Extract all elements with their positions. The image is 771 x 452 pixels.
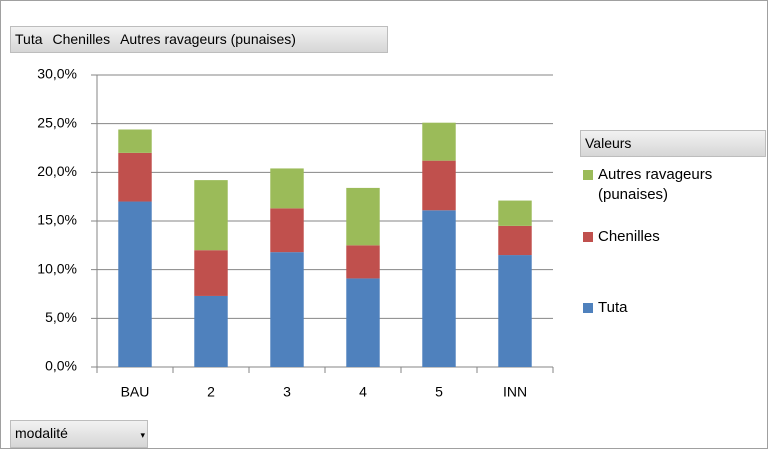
series-field[interactable]: Chenilles <box>52 31 111 47</box>
dropdown-arrow[interactable]: ▾ <box>140 430 145 440</box>
x-tick-label: 4 <box>359 384 367 400</box>
x-tick-label: 2 <box>207 384 215 400</box>
bar-segment <box>346 245 380 279</box>
bar-segment <box>498 255 532 367</box>
series-field-buttons[interactable]: Tuta Chenilles Autres ravageurs (punaises) <box>10 26 388 53</box>
bar-segment <box>194 180 228 251</box>
x-tick-label: BAU <box>121 384 150 400</box>
legend-label: Autres ravageurs (punaises) <box>598 166 713 203</box>
bar-segment <box>194 250 228 296</box>
bar-segment <box>194 295 228 367</box>
x-tick-label: 5 <box>435 384 443 400</box>
bar-segment <box>422 122 456 161</box>
bar-segment <box>498 200 532 226</box>
y-tick-label: 10,0% <box>37 260 77 276</box>
legend-label: Tuta <box>598 299 628 316</box>
series-field[interactable]: Autres ravageurs (punaises) <box>120 31 296 47</box>
legend-title: Valeurs <box>585 135 632 151</box>
bar-segment <box>422 160 456 211</box>
bar-segment <box>346 187 380 246</box>
x-tick-label: INN <box>503 384 527 400</box>
bar-segment <box>270 252 304 367</box>
bar-segment <box>270 208 304 253</box>
legend-swatch <box>583 170 593 180</box>
legend-swatch <box>583 303 593 313</box>
bar-segment <box>498 225 532 256</box>
legend-swatch <box>583 232 593 242</box>
y-tick-label: 5,0% <box>45 309 77 325</box>
y-tick-label: 0,0% <box>45 358 77 374</box>
legend-label: Chenilles <box>598 228 660 245</box>
bar-segment <box>118 129 152 153</box>
filter-field: modalité <box>15 425 68 441</box>
bar-segment <box>346 278 380 367</box>
bar-segment <box>118 201 152 367</box>
y-tick-label: 15,0% <box>37 212 77 228</box>
y-tick-label: 30,0% <box>37 66 77 82</box>
series-field[interactable]: Tuta <box>15 31 43 47</box>
y-tick-label: 20,0% <box>37 163 77 179</box>
x-tick-label: 3 <box>283 384 291 400</box>
bar-segment <box>270 168 304 209</box>
legend-field-button[interactable]: Valeurs <box>580 130 766 157</box>
y-tick-label: 25,0% <box>37 114 77 130</box>
bar-segment <box>422 210 456 367</box>
bar-segment <box>118 152 152 202</box>
filter-field-button[interactable]: modalité ▾ <box>10 420 148 448</box>
